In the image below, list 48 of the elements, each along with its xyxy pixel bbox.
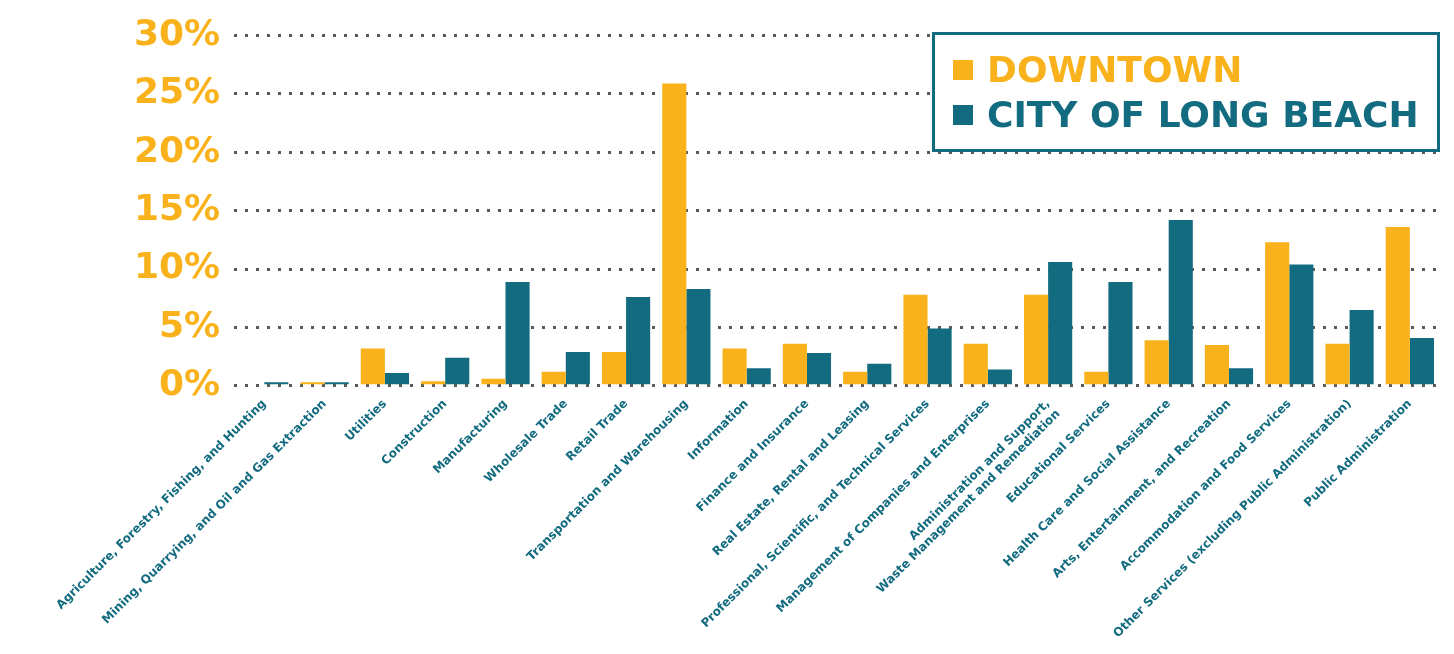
bar: [300, 382, 325, 385]
bar: [927, 328, 952, 385]
bar: [1325, 343, 1350, 385]
bar: [1349, 309, 1374, 385]
bar: [481, 378, 506, 385]
bar: [963, 343, 988, 385]
y-tick-label: 15%: [134, 187, 221, 229]
bar: [806, 353, 832, 385]
bar: [1228, 368, 1254, 385]
bar: [1048, 262, 1073, 385]
legend-label: CITY OF LONG BEACH: [987, 94, 1419, 135]
y-tick-label: 0%: [159, 362, 221, 404]
bar: [1204, 344, 1229, 385]
bar: [445, 357, 470, 385]
bar: [601, 351, 627, 385]
bar: [505, 281, 530, 385]
bar: [1385, 227, 1410, 385]
bar: [421, 381, 446, 385]
bar: [662, 83, 687, 385]
y-tick-label: 25%: [134, 70, 221, 112]
bar: [384, 372, 410, 385]
bar: [1265, 242, 1290, 385]
bar: [843, 371, 868, 385]
bar: [1108, 281, 1133, 385]
bar: [1409, 337, 1434, 385]
bar: [1289, 264, 1314, 385]
bar: [746, 368, 771, 385]
bar: [1144, 340, 1169, 385]
bar: [360, 348, 385, 385]
y-tick-label: 30%: [134, 11, 221, 53]
bar: [867, 363, 892, 385]
y-tick-label: 5%: [159, 303, 221, 345]
y-tick-label: 10%: [134, 245, 221, 287]
bar: [541, 371, 566, 385]
y-tick-label: 20%: [134, 128, 221, 170]
bar: [1023, 294, 1049, 385]
bar: [264, 382, 289, 385]
bar: [903, 294, 928, 385]
bar: [686, 288, 711, 385]
bar: [565, 351, 590, 385]
legend-label: DOWNTOWN: [987, 49, 1243, 90]
bar: [722, 348, 747, 385]
bar: [1168, 220, 1193, 385]
bar: [782, 343, 807, 385]
bar: [987, 369, 1012, 385]
bar: [1084, 371, 1109, 385]
bar: [626, 297, 651, 385]
bar: [324, 382, 349, 385]
